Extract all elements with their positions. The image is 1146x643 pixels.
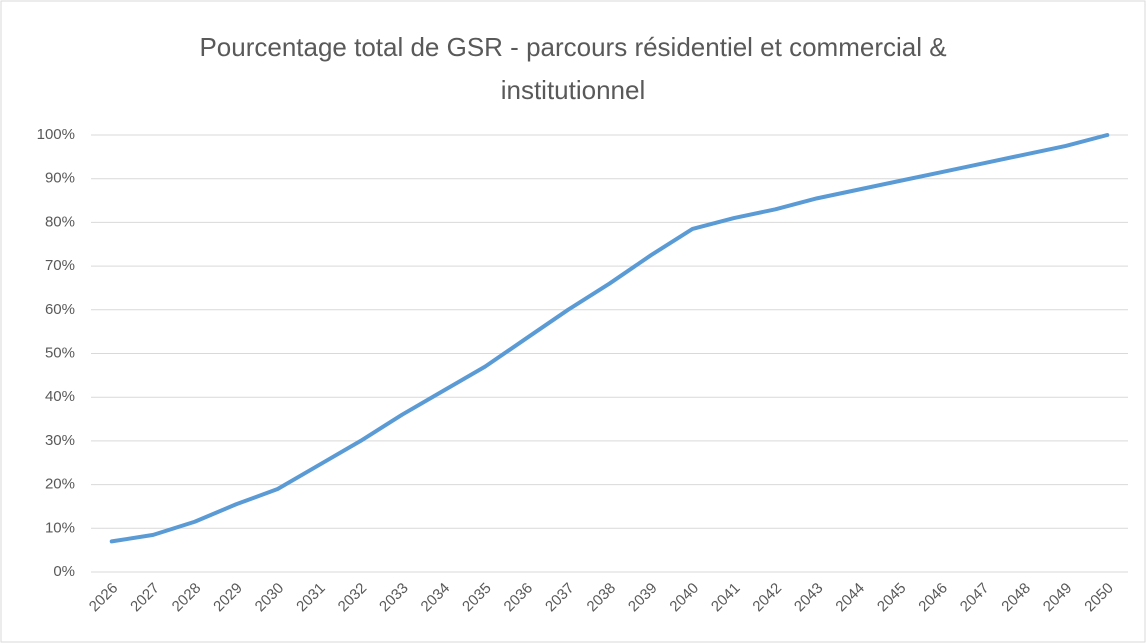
x-tick-label: 2041 (708, 580, 744, 616)
y-tick-label: 30% (45, 432, 75, 449)
y-tick-label: 90% (45, 170, 75, 187)
x-tick-label: 2029 (210, 580, 246, 616)
x-tick-label: 2042 (749, 580, 785, 616)
x-tick-label: 2040 (666, 580, 702, 616)
y-tick-label: 10% (45, 519, 75, 536)
y-tick-label: 70% (45, 257, 75, 274)
y-tick-label: 20% (45, 476, 75, 493)
y-tick-label: 40% (45, 388, 75, 405)
y-tick-label: 60% (45, 301, 75, 318)
x-tick-label: 2030 (252, 580, 288, 616)
x-tick-label: 2026 (86, 580, 122, 616)
x-tick-label: 2044 (832, 580, 868, 616)
x-tick-label: 2050 (1081, 580, 1117, 616)
x-tick-label: 2033 (376, 580, 412, 616)
y-tick-label: 50% (45, 344, 75, 361)
x-tick-label: 2037 (542, 580, 578, 616)
x-tick-label: 2039 (625, 580, 661, 616)
x-tick-label: 2032 (335, 580, 371, 616)
x-tick-label: 2043 (791, 580, 827, 616)
x-tick-label: 2048 (998, 580, 1034, 616)
x-tick-label: 2035 (459, 580, 495, 616)
x-tick-label: 2034 (418, 580, 454, 616)
x-tick-label: 2038 (584, 580, 620, 616)
x-tick-label: 2049 (1040, 580, 1076, 616)
x-tick-label: 2046 (915, 580, 951, 616)
x-tick-label: 2047 (957, 580, 993, 616)
x-tick-label: 2027 (127, 580, 163, 616)
x-tick-label: 2028 (169, 580, 205, 616)
y-tick-label: 0% (53, 563, 75, 580)
y-tick-label: 80% (45, 213, 75, 230)
line-series (109, 133, 1110, 544)
y-tick-label: 100% (37, 126, 75, 143)
chart-title: Pourcentage total de GSR - parcours rési… (199, 32, 947, 105)
x-tick-label: 2036 (501, 580, 537, 616)
x-tick-label: 2031 (293, 580, 329, 616)
x-tick-label: 2045 (874, 580, 910, 616)
